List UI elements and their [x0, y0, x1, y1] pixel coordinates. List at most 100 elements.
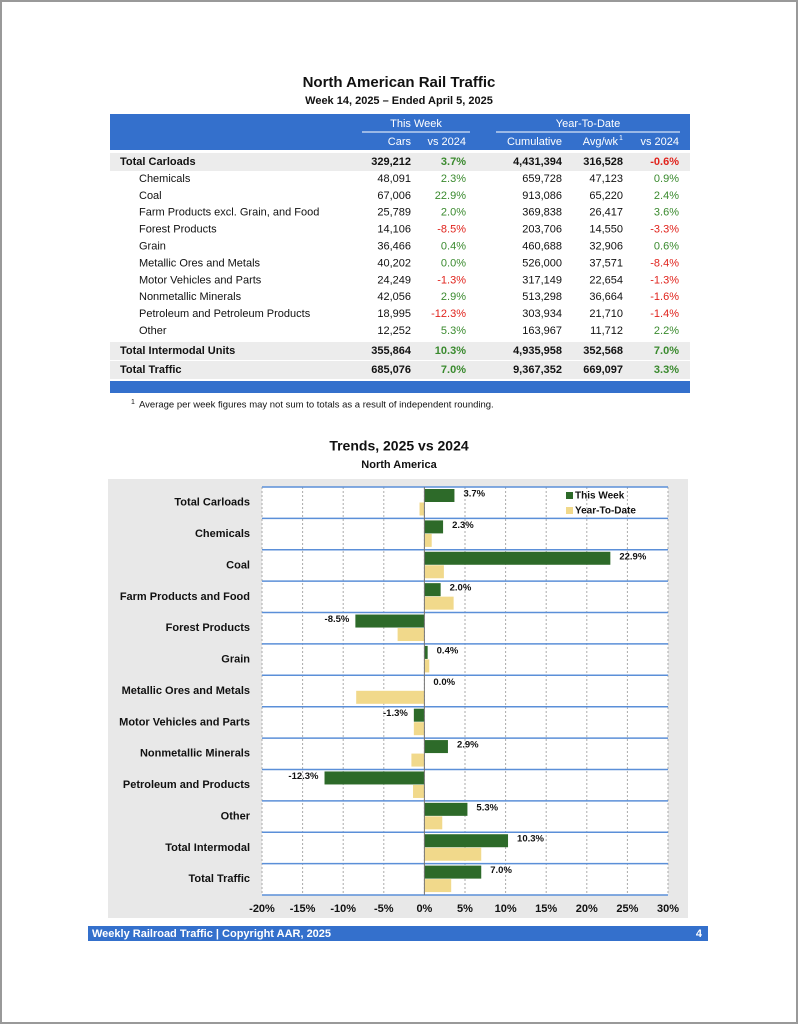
cell: 25,789 — [377, 207, 411, 219]
cell: 5.3% — [441, 325, 466, 337]
footnote-mark: 1 — [131, 399, 135, 406]
cell: -12.3% — [431, 308, 466, 320]
value-label: -12.3% — [288, 771, 319, 782]
value-label: 2.9% — [457, 740, 479, 751]
value-label: 5.3% — [476, 802, 498, 813]
y-tick-label: Petroleum and Products — [123, 779, 250, 791]
cell: 26,417 — [589, 207, 623, 219]
cell: 352,568 — [583, 345, 623, 357]
value-label: -8.5% — [325, 614, 350, 625]
cell: 48,091 — [377, 173, 411, 185]
bar — [424, 847, 482, 861]
cell: 303,934 — [522, 308, 562, 320]
cell: 40,202 — [377, 257, 411, 269]
y-tick-label: Total Intermodal — [165, 842, 250, 854]
bar — [424, 520, 444, 534]
y-tick-label: Nonmetallic Minerals — [140, 748, 250, 760]
x-tick-label: -20% — [249, 903, 275, 915]
bar — [419, 502, 425, 516]
x-tick-label: -5% — [374, 903, 394, 915]
cell: 24,249 — [377, 274, 411, 286]
footer-bar — [88, 926, 708, 941]
row-label: Coal — [139, 190, 162, 202]
value-label: 3.7% — [463, 489, 485, 500]
cell: 9,367,352 — [513, 364, 562, 376]
bar — [397, 628, 425, 642]
cell: -8.4% — [650, 257, 679, 269]
value-label: -1.3% — [383, 708, 408, 719]
cell: 65,220 — [589, 190, 623, 202]
legend-swatch — [566, 492, 573, 499]
x-tick-label: 5% — [457, 903, 473, 915]
bar — [424, 879, 452, 893]
y-tick-label: Chemicals — [195, 528, 250, 540]
cell: -1.6% — [650, 291, 679, 303]
bar — [424, 834, 509, 848]
cell: 0.4% — [441, 241, 466, 253]
x-tick-label: -10% — [330, 903, 356, 915]
cell: 22.9% — [435, 190, 466, 202]
table-bottom-bar — [110, 381, 690, 393]
x-tick-label: 20% — [576, 903, 598, 915]
x-tick-label: 0% — [416, 903, 432, 915]
bar — [355, 614, 425, 628]
x-tick-label: -15% — [290, 903, 316, 915]
y-tick-label: Farm Products and Food — [120, 591, 250, 603]
cell: -3.3% — [650, 224, 679, 236]
row-label: Petroleum and Petroleum Products — [139, 308, 311, 320]
y-tick-label: Total Carloads — [174, 497, 250, 509]
cell: 18,995 — [377, 308, 411, 320]
row-label: Motor Vehicles and Parts — [139, 274, 262, 286]
chart-title: Trends, 2025 vs 2024 — [329, 438, 469, 454]
chart-subtitle: North America — [361, 459, 437, 471]
cell: 685,076 — [371, 364, 411, 376]
cell: 14,106 — [377, 224, 411, 236]
bar — [424, 659, 430, 673]
cell: 0.6% — [654, 241, 679, 253]
x-tick-label: 25% — [616, 903, 638, 915]
cell: 913,086 — [522, 190, 562, 202]
cell: 2.0% — [441, 207, 466, 219]
cell: 3.7% — [441, 156, 466, 168]
cell: 21,710 — [589, 308, 623, 320]
cell: 4,935,958 — [513, 345, 562, 357]
cell: 163,967 — [522, 325, 562, 337]
cell: 317,149 — [522, 274, 562, 286]
cell: 7.0% — [654, 345, 679, 357]
cell: 659,728 — [522, 173, 562, 185]
cell: 42,056 — [377, 291, 411, 303]
subtitle: Week 14, 2025 – Ended April 5, 2025 — [305, 95, 493, 107]
bar — [424, 489, 455, 502]
cell: 513,298 — [522, 291, 562, 303]
title: North American Rail Traffic — [303, 74, 496, 91]
legend-label: This Week — [575, 491, 625, 502]
x-tick-label: 15% — [535, 903, 557, 915]
cell: 22,654 — [589, 274, 623, 286]
y-tick-label: Metallic Ores and Metals — [122, 685, 250, 697]
cell: 526,000 — [522, 257, 562, 269]
cell: -8.5% — [437, 224, 466, 236]
x-tick-label: 10% — [495, 903, 517, 915]
chart: Trends, 2025 vs 2024 North America -20% -15… — [108, 438, 688, 918]
total-row-bg — [110, 153, 690, 171]
cell: 3.3% — [654, 364, 679, 376]
row-label: Farm Products excl. Grain, and Food — [139, 207, 319, 219]
cell: -1.3% — [650, 274, 679, 286]
bar — [424, 802, 468, 816]
x-tick-label: 30% — [657, 903, 679, 915]
legend-label: Year-To-Date — [575, 506, 636, 517]
bar — [413, 722, 425, 736]
y-tick-label: Motor Vehicles and Parts — [119, 716, 250, 728]
bar — [424, 533, 432, 547]
cell: 36,664 — [589, 291, 623, 303]
cell: 3.6% — [654, 207, 679, 219]
value-label: 2.0% — [450, 583, 472, 594]
cell: 67,006 — [377, 190, 411, 202]
y-tick-label: Coal — [226, 559, 250, 571]
y-tick-label: Grain — [221, 654, 250, 666]
row-label: Total Intermodal Units — [120, 345, 235, 357]
bar — [411, 753, 425, 767]
total-row-bg — [110, 342, 690, 360]
cell: 2.4% — [654, 190, 679, 202]
value-label: 7.0% — [490, 865, 512, 876]
